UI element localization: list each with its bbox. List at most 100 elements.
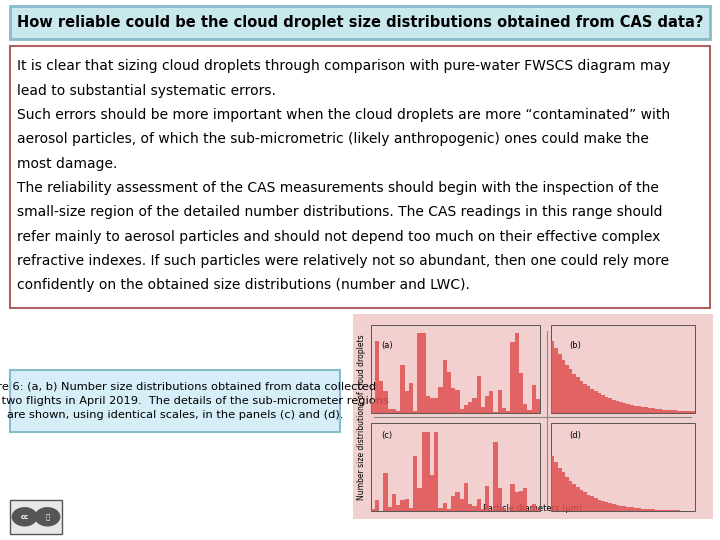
Bar [400,365,405,413]
Bar [634,406,637,413]
Text: Such errors should be more important when the cloud droplets are more “contamina: Such errors should be more important whe… [17,108,670,122]
Bar [422,432,426,511]
Bar [662,510,666,511]
Bar [572,374,576,413]
Bar [637,508,641,511]
Text: small-size region of the detailed number distributions. The CAS readings in this: small-size region of the detailed number… [17,205,663,219]
Bar [666,510,670,511]
Bar [493,442,498,511]
Bar [659,409,662,413]
Bar [680,510,684,511]
Bar [648,408,652,413]
Text: (b): (b) [569,341,580,350]
Bar [443,503,447,511]
Bar [405,391,409,413]
Bar [569,369,572,413]
Bar [623,506,626,511]
Text: It is clear that sizing cloud droplets through comparison with pure-water FWSCS : It is clear that sizing cloud droplets t… [17,59,670,73]
Bar [587,495,590,511]
Bar [477,499,481,511]
Bar [371,509,375,511]
Bar [619,402,623,413]
Bar [422,333,426,413]
Bar [502,508,506,511]
Bar [418,333,422,413]
Bar [551,341,554,413]
Bar [472,399,477,413]
Bar [477,376,481,413]
Bar [677,510,680,511]
Bar [459,409,464,413]
Bar [601,395,605,413]
Bar [438,508,443,511]
Bar [459,499,464,511]
Bar [644,509,648,511]
Bar [673,410,677,413]
Text: (a): (a) [382,341,393,350]
Bar [565,365,569,413]
Bar [413,456,418,511]
FancyBboxPatch shape [10,6,710,39]
Bar [472,506,477,511]
Text: Figure 6: (a, b) Number size distributions obtained from data collected
during t: Figure 6: (a, b) Number size distributio… [0,382,389,420]
Bar [447,373,451,413]
Bar [447,509,451,511]
Bar [652,408,655,413]
Bar [637,406,641,413]
Bar [594,392,598,413]
Bar [409,383,413,413]
Bar [558,354,562,413]
Bar [531,386,536,413]
Bar [670,410,673,413]
FancyBboxPatch shape [353,314,713,519]
Bar [608,399,612,413]
Bar [498,488,502,511]
Bar [680,411,684,413]
Bar [601,501,605,511]
Bar [562,360,565,413]
Bar [623,403,626,413]
Bar [558,468,562,511]
Bar [583,384,587,413]
Bar [626,507,630,511]
Bar [456,492,459,511]
Bar [619,505,623,511]
Bar [468,504,472,511]
Bar [587,387,590,413]
Bar [387,409,392,413]
Bar [506,411,510,413]
Bar [375,341,379,413]
Bar [670,510,673,511]
Text: most damage.: most damage. [17,157,117,171]
Bar [684,411,688,413]
Bar [515,492,519,511]
Bar [630,507,634,511]
Text: confidently on the obtained size distributions (number and LWC).: confidently on the obtained size distrib… [17,278,470,292]
Bar [493,411,498,413]
FancyBboxPatch shape [10,46,710,308]
Bar [409,508,413,511]
Bar [519,374,523,413]
Text: cc: cc [20,514,29,520]
Bar [565,477,569,511]
Text: ⓘ: ⓘ [45,514,50,520]
Bar [384,391,387,413]
Bar [426,432,430,511]
Text: Number size distributions of cloud droplets: Number size distributions of cloud dropl… [357,334,366,500]
Bar [590,496,594,511]
Bar [580,490,583,511]
Bar [583,492,587,511]
Circle shape [12,507,37,526]
Bar [554,348,558,413]
Bar [691,411,695,413]
Bar [554,462,558,511]
Text: aerosol particles, of which the sub-micrometric (likely anthropogenic) ones coul: aerosol particles, of which the sub-micr… [17,132,649,146]
Bar [464,404,468,413]
Bar [576,377,580,413]
Bar [426,396,430,413]
Bar [616,401,619,413]
Bar [527,510,531,511]
Bar [527,410,531,413]
Bar [387,507,392,511]
Bar [531,504,536,511]
